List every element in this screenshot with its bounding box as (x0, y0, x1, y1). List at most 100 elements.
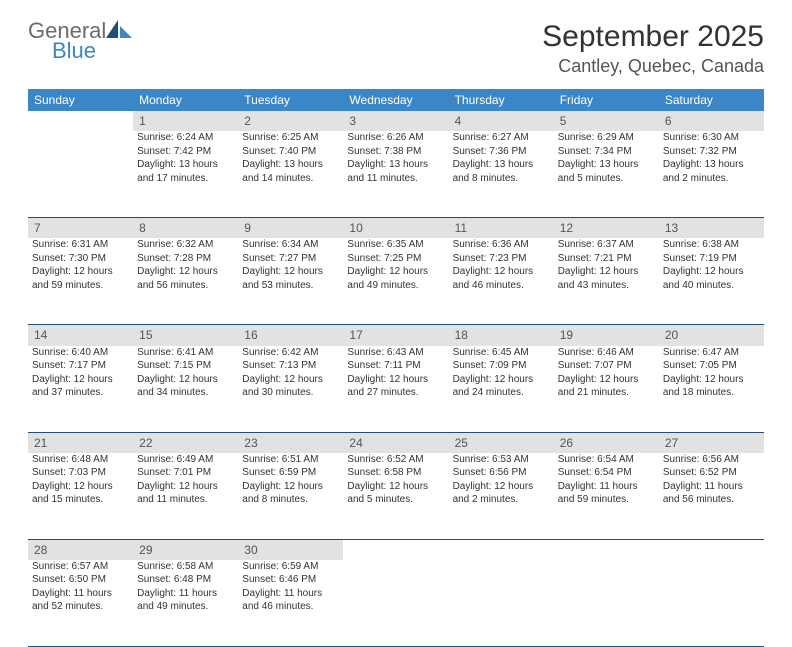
month-title: September 2025 (542, 20, 764, 54)
day-info-line: and 46 minutes. (453, 279, 550, 293)
day-info-line: and 17 minutes. (137, 172, 234, 186)
day-info-line: Daylight: 12 hours (558, 265, 655, 279)
day-content-cell: Sunrise: 6:29 AMSunset: 7:34 PMDaylight:… (554, 131, 659, 217)
day-content-cell: Sunrise: 6:52 AMSunset: 6:58 PMDaylight:… (343, 453, 448, 539)
day-info-line: Daylight: 13 hours (347, 158, 444, 172)
week-content-row: Sunrise: 6:48 AMSunset: 7:03 PMDaylight:… (28, 453, 764, 539)
day-info-line: Sunrise: 6:26 AM (347, 131, 444, 145)
day-info-line: Sunrise: 6:58 AM (137, 560, 234, 574)
day-info-line: Sunrise: 6:43 AM (347, 346, 444, 360)
day-info-line: Sunset: 6:50 PM (32, 573, 129, 587)
day-info-line: Daylight: 13 hours (453, 158, 550, 172)
day-info-line: and 34 minutes. (137, 386, 234, 400)
week-divider (28, 646, 764, 647)
day-content-cell: Sunrise: 6:32 AMSunset: 7:28 PMDaylight:… (133, 238, 238, 324)
logo-text: General Blue (28, 20, 132, 62)
day-info-line: Sunset: 7:03 PM (32, 466, 129, 480)
day-info-line: Sunset: 7:05 PM (663, 359, 760, 373)
day-content-cell: Sunrise: 6:31 AMSunset: 7:30 PMDaylight:… (28, 238, 133, 324)
day-number-cell (28, 111, 133, 131)
day-info-line: Sunset: 6:52 PM (663, 466, 760, 480)
day-info-line: Sunset: 7:17 PM (32, 359, 129, 373)
day-info-line: and 11 minutes. (137, 493, 234, 507)
day-number-cell: 20 (659, 325, 764, 346)
day-info-line: Sunset: 7:11 PM (347, 359, 444, 373)
day-content-cell (449, 560, 554, 646)
day-info-line: Sunrise: 6:40 AM (32, 346, 129, 360)
day-info-line: Daylight: 12 hours (558, 373, 655, 387)
day-content-cell: Sunrise: 6:36 AMSunset: 7:23 PMDaylight:… (449, 238, 554, 324)
day-header: Sunday (28, 89, 133, 111)
day-info-line: and 53 minutes. (242, 279, 339, 293)
day-info-line: and 21 minutes. (558, 386, 655, 400)
day-number-cell: 30 (238, 539, 343, 560)
day-info-line: Sunrise: 6:41 AM (137, 346, 234, 360)
day-info-line: Sunset: 7:13 PM (242, 359, 339, 373)
day-info-line: Sunset: 7:23 PM (453, 252, 550, 266)
day-info-line: Sunset: 7:21 PM (558, 252, 655, 266)
day-content-cell: Sunrise: 6:25 AMSunset: 7:40 PMDaylight:… (238, 131, 343, 217)
day-content-cell: Sunrise: 6:59 AMSunset: 6:46 PMDaylight:… (238, 560, 343, 646)
day-content-cell: Sunrise: 6:53 AMSunset: 6:56 PMDaylight:… (449, 453, 554, 539)
day-content-cell (28, 131, 133, 217)
day-info-line: Sunrise: 6:54 AM (558, 453, 655, 467)
day-info-line: Daylight: 11 hours (663, 480, 760, 494)
day-content-cell: Sunrise: 6:35 AMSunset: 7:25 PMDaylight:… (343, 238, 448, 324)
day-info-line: Sunrise: 6:24 AM (137, 131, 234, 145)
day-info-line: Sunrise: 6:59 AM (242, 560, 339, 574)
day-info-line: Sunrise: 6:57 AM (32, 560, 129, 574)
day-content-cell: Sunrise: 6:47 AMSunset: 7:05 PMDaylight:… (659, 346, 764, 432)
day-info-line: and 40 minutes. (663, 279, 760, 293)
day-content-cell: Sunrise: 6:26 AMSunset: 7:38 PMDaylight:… (343, 131, 448, 217)
day-content-cell: Sunrise: 6:40 AMSunset: 7:17 PMDaylight:… (28, 346, 133, 432)
day-number-cell: 3 (343, 111, 448, 131)
day-info-line: Daylight: 12 hours (32, 480, 129, 494)
day-info-line: and 15 minutes. (32, 493, 129, 507)
day-info-line: Sunrise: 6:51 AM (242, 453, 339, 467)
day-number-cell: 19 (554, 325, 659, 346)
day-info-line: Daylight: 11 hours (32, 587, 129, 601)
day-info-line: Sunset: 7:32 PM (663, 145, 760, 159)
day-info-line: Sunrise: 6:29 AM (558, 131, 655, 145)
day-info-line: and 18 minutes. (663, 386, 760, 400)
day-number-cell: 21 (28, 432, 133, 453)
day-info-line: Sunrise: 6:46 AM (558, 346, 655, 360)
day-info-line: Sunrise: 6:35 AM (347, 238, 444, 252)
day-content-cell (659, 560, 764, 646)
day-info-line: Daylight: 11 hours (242, 587, 339, 601)
day-header: Friday (554, 89, 659, 111)
day-content-cell: Sunrise: 6:56 AMSunset: 6:52 PMDaylight:… (659, 453, 764, 539)
week-content-row: Sunrise: 6:57 AMSunset: 6:50 PMDaylight:… (28, 560, 764, 646)
day-info-line: and 49 minutes. (347, 279, 444, 293)
day-info-line: and 2 minutes. (453, 493, 550, 507)
day-number-cell: 5 (554, 111, 659, 131)
day-number-cell: 27 (659, 432, 764, 453)
day-number-cell (343, 539, 448, 560)
day-content-cell: Sunrise: 6:37 AMSunset: 7:21 PMDaylight:… (554, 238, 659, 324)
day-info-line: Daylight: 11 hours (137, 587, 234, 601)
day-info-line: Daylight: 12 hours (32, 265, 129, 279)
day-info-line: Sunrise: 6:52 AM (347, 453, 444, 467)
day-info-line: and 5 minutes. (347, 493, 444, 507)
day-info-line: and 8 minutes. (242, 493, 339, 507)
day-content-cell: Sunrise: 6:41 AMSunset: 7:15 PMDaylight:… (133, 346, 238, 432)
day-info-line: Sunrise: 6:53 AM (453, 453, 550, 467)
day-number-cell: 11 (449, 218, 554, 239)
day-info-line: and 30 minutes. (242, 386, 339, 400)
day-content-cell: Sunrise: 6:49 AMSunset: 7:01 PMDaylight:… (133, 453, 238, 539)
day-number-cell: 24 (343, 432, 448, 453)
day-info-line: Daylight: 12 hours (663, 265, 760, 279)
day-info-line: Sunset: 7:34 PM (558, 145, 655, 159)
day-info-line: Sunset: 7:42 PM (137, 145, 234, 159)
week-daynum-row: 14151617181920 (28, 325, 764, 346)
day-info-line: Daylight: 12 hours (453, 373, 550, 387)
day-content-cell: Sunrise: 6:48 AMSunset: 7:03 PMDaylight:… (28, 453, 133, 539)
day-info-line: and 56 minutes. (663, 493, 760, 507)
day-info-line: Sunrise: 6:31 AM (32, 238, 129, 252)
day-info-line: Daylight: 13 hours (242, 158, 339, 172)
day-number-cell: 23 (238, 432, 343, 453)
day-info-line: Daylight: 13 hours (137, 158, 234, 172)
day-content-cell: Sunrise: 6:46 AMSunset: 7:07 PMDaylight:… (554, 346, 659, 432)
day-info-line: and 43 minutes. (558, 279, 655, 293)
day-info-line: and 8 minutes. (453, 172, 550, 186)
